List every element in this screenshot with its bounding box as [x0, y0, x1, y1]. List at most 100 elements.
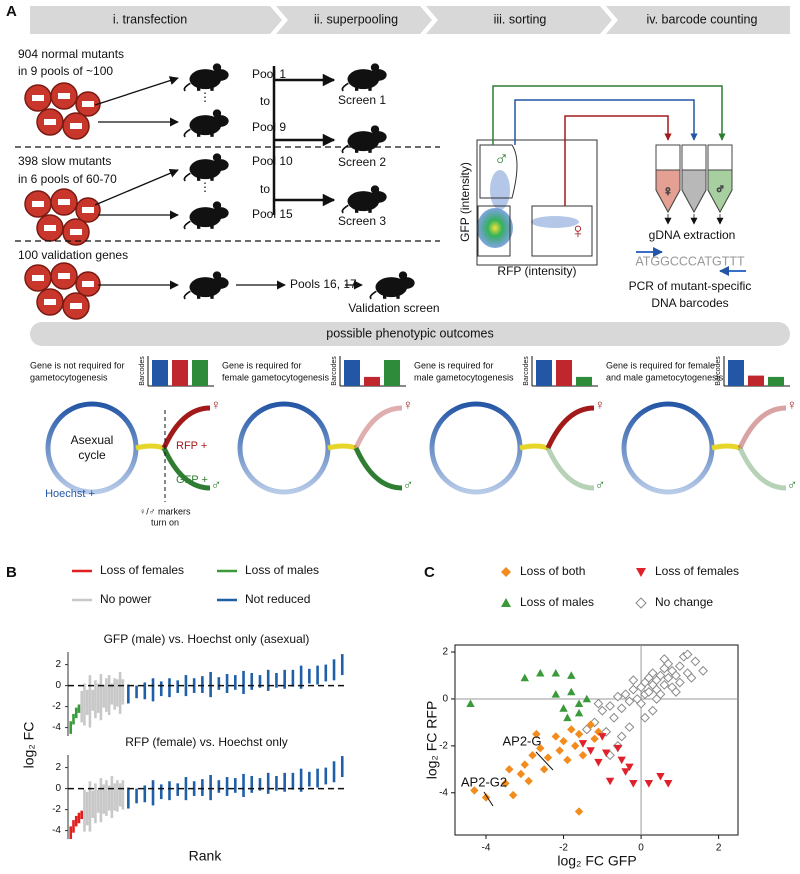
cycle — [429, 401, 523, 495]
barcode-bar — [576, 376, 592, 386]
point — [671, 670, 681, 681]
point — [516, 769, 526, 779]
point — [620, 689, 631, 700]
point — [616, 703, 627, 714]
point — [647, 705, 658, 716]
point — [643, 687, 654, 697]
markers-label: ♀/♂ markers — [139, 506, 191, 516]
y-tick-label: -2 — [52, 804, 61, 815]
point — [501, 779, 510, 788]
x-tick-label: 2 — [716, 843, 722, 854]
gfp-label: GFP + — [176, 474, 208, 486]
y-tick-label: 0 — [55, 680, 61, 691]
pool: Pool 15 — [252, 207, 293, 221]
point — [624, 722, 635, 733]
point — [582, 694, 592, 703]
point — [593, 698, 604, 709]
legend-swatch — [635, 597, 647, 609]
bar-axis-label: Barcodes — [139, 356, 146, 386]
legend-swatch — [501, 598, 511, 607]
step-arrows — [30, 6, 790, 34]
point — [656, 772, 665, 781]
group-text: in 6 pools of 60-70 — [18, 172, 117, 186]
female-symbol: ♀ — [211, 397, 222, 413]
point — [520, 673, 529, 682]
point — [612, 691, 623, 702]
cycle — [237, 401, 331, 495]
point — [586, 720, 595, 729]
screen: Screen 2 — [338, 155, 386, 169]
step: ii. superpooling — [314, 12, 398, 26]
cycle — [621, 401, 715, 495]
male-symbol: ♂ — [787, 477, 798, 493]
primers — [636, 247, 746, 276]
point — [674, 661, 685, 672]
y-label: log₂ FC RFP — [424, 701, 440, 780]
barcode-bar — [748, 375, 764, 386]
bar-axis-label: Barcodes — [331, 356, 338, 386]
step: iv. barcode counting — [647, 12, 758, 26]
facs-plot: ♂ ♀ — [476, 139, 598, 266]
cycle-label: Asexual — [71, 433, 114, 447]
annotation-leader — [535, 751, 554, 771]
point — [567, 725, 576, 734]
point — [570, 741, 580, 751]
group-text: 100 validation genes — [18, 248, 128, 262]
cells — [24, 82, 101, 140]
point — [574, 708, 584, 717]
bar-axis-label: Barcodes — [715, 356, 722, 386]
barcode-bar — [192, 360, 208, 386]
bar-axis-label: Barcodes — [523, 356, 530, 386]
point — [616, 731, 627, 742]
point — [563, 755, 572, 765]
point — [536, 668, 545, 677]
legend-label: Loss of females — [655, 564, 739, 578]
markers-label: turn on — [151, 517, 179, 527]
panel-label: B — [6, 564, 17, 581]
barcode-bar — [152, 360, 168, 386]
point — [647, 668, 658, 679]
branch-male — [161, 446, 211, 491]
point — [664, 780, 673, 788]
point — [624, 696, 635, 707]
barcode-bar — [384, 360, 400, 386]
female-symbol: ♀ — [595, 397, 606, 413]
point — [586, 747, 595, 755]
point — [470, 786, 479, 795]
y-tick-label: -4 — [52, 825, 61, 836]
male-symbol: ♂ — [211, 477, 222, 493]
point — [659, 654, 670, 664]
branch-female — [545, 405, 595, 450]
y-tick-label: 2 — [55, 659, 61, 670]
cells — [24, 262, 101, 320]
point — [574, 729, 584, 739]
svg-text:♀: ♀ — [570, 218, 587, 243]
point — [567, 687, 576, 696]
point — [605, 701, 615, 711]
point — [629, 780, 638, 788]
outcomes-title: possible phenotypic outcomes — [326, 326, 493, 340]
point — [598, 733, 607, 741]
panel-label: C — [424, 564, 435, 581]
barcode-bar — [172, 360, 188, 386]
pcr-text: DNA barcodes — [651, 296, 728, 310]
barcode-bar — [344, 360, 360, 386]
pool: to — [260, 94, 270, 108]
pcr-text: PCR of mutant-specific — [629, 279, 752, 293]
point — [609, 712, 619, 723]
legend-label: No power — [100, 592, 151, 606]
y-tick-label: 2 — [442, 647, 448, 658]
outcome-text: Gene is not required for — [30, 360, 125, 370]
step: iii. sorting — [494, 12, 547, 26]
point — [644, 780, 654, 788]
dots: ⋮ — [199, 90, 211, 104]
branch-stem — [327, 443, 357, 451]
point — [536, 744, 545, 753]
point — [543, 753, 553, 762]
barcode-bar — [768, 376, 784, 386]
point — [563, 713, 572, 722]
pool: Pool 1 — [252, 67, 286, 81]
panel-label: A — [6, 3, 17, 20]
cells — [24, 188, 101, 246]
